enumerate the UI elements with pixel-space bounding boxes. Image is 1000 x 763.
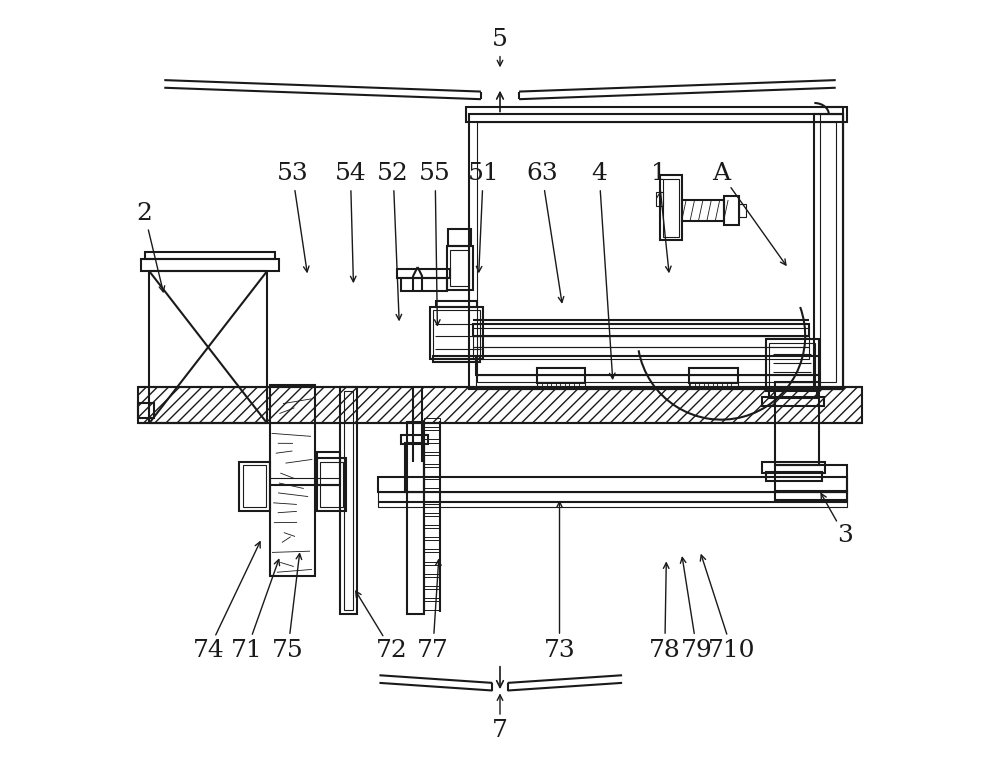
Text: 5: 5: [492, 28, 508, 51]
Bar: [378, 501, 847, 507]
Bar: [407, 422, 424, 614]
Bar: [378, 492, 847, 502]
Text: 54: 54: [335, 163, 366, 185]
Text: 63: 63: [526, 163, 558, 185]
Bar: [775, 382, 819, 465]
Bar: [424, 565, 440, 574]
Text: 73: 73: [544, 639, 575, 662]
Bar: [239, 462, 270, 511]
Bar: [447, 246, 473, 290]
Bar: [424, 504, 440, 513]
Text: 79: 79: [681, 639, 713, 662]
Bar: [397, 269, 450, 278]
Bar: [477, 122, 836, 381]
Bar: [340, 387, 357, 614]
Bar: [466, 107, 847, 122]
Text: 1: 1: [651, 163, 667, 185]
Bar: [775, 465, 847, 492]
Text: 71: 71: [231, 639, 262, 662]
Text: 51: 51: [467, 163, 499, 185]
Bar: [424, 467, 440, 476]
Text: 4: 4: [591, 163, 607, 185]
Bar: [424, 430, 440, 439]
Bar: [270, 385, 315, 576]
Bar: [450, 250, 469, 286]
Bar: [424, 577, 440, 586]
Bar: [689, 368, 738, 383]
Bar: [430, 307, 483, 359]
Bar: [424, 540, 440, 549]
Bar: [766, 472, 822, 481]
Bar: [138, 403, 154, 418]
Bar: [689, 382, 738, 387]
Text: 72: 72: [376, 639, 408, 662]
Bar: [448, 229, 471, 246]
Bar: [320, 462, 343, 507]
Bar: [663, 179, 679, 237]
Bar: [317, 458, 346, 511]
Bar: [405, 443, 424, 492]
Bar: [473, 324, 809, 336]
Bar: [814, 114, 843, 389]
Bar: [724, 196, 739, 225]
Text: 2: 2: [137, 202, 152, 225]
Bar: [424, 491, 440, 501]
Bar: [378, 477, 847, 492]
Bar: [424, 455, 440, 464]
Text: A: A: [712, 163, 730, 185]
Bar: [476, 375, 819, 389]
Text: 52: 52: [377, 163, 409, 185]
Bar: [344, 391, 353, 610]
Bar: [820, 114, 843, 389]
Text: 78: 78: [649, 639, 681, 662]
Bar: [739, 204, 746, 217]
Bar: [424, 516, 440, 525]
Bar: [476, 356, 819, 375]
Bar: [424, 589, 440, 598]
Bar: [660, 175, 682, 240]
Bar: [145, 252, 275, 259]
Bar: [424, 601, 440, 610]
Text: 53: 53: [277, 163, 308, 185]
Bar: [762, 397, 824, 406]
Text: 74: 74: [193, 639, 224, 662]
Bar: [141, 259, 279, 271]
Bar: [433, 356, 480, 362]
Bar: [243, 465, 266, 507]
Bar: [424, 443, 440, 452]
Bar: [656, 192, 663, 206]
Bar: [433, 310, 480, 356]
Bar: [401, 435, 428, 444]
Bar: [424, 418, 440, 427]
Bar: [537, 382, 585, 387]
Bar: [769, 389, 817, 398]
Bar: [436, 301, 477, 307]
Text: 3: 3: [837, 524, 853, 547]
Bar: [424, 552, 440, 562]
Text: 710: 710: [708, 639, 756, 662]
Bar: [401, 278, 447, 291]
Bar: [766, 339, 819, 391]
Bar: [682, 200, 724, 221]
Bar: [473, 347, 809, 359]
Bar: [424, 479, 440, 488]
Text: 7: 7: [492, 720, 508, 742]
Bar: [762, 462, 825, 473]
Bar: [317, 452, 340, 485]
Text: 55: 55: [419, 163, 451, 185]
Text: 77: 77: [417, 639, 449, 662]
Bar: [138, 387, 862, 423]
Bar: [769, 343, 815, 387]
Bar: [473, 336, 809, 347]
Bar: [775, 491, 847, 500]
Text: 75: 75: [272, 639, 304, 662]
Bar: [469, 114, 843, 389]
Bar: [537, 368, 585, 383]
Bar: [424, 528, 440, 537]
